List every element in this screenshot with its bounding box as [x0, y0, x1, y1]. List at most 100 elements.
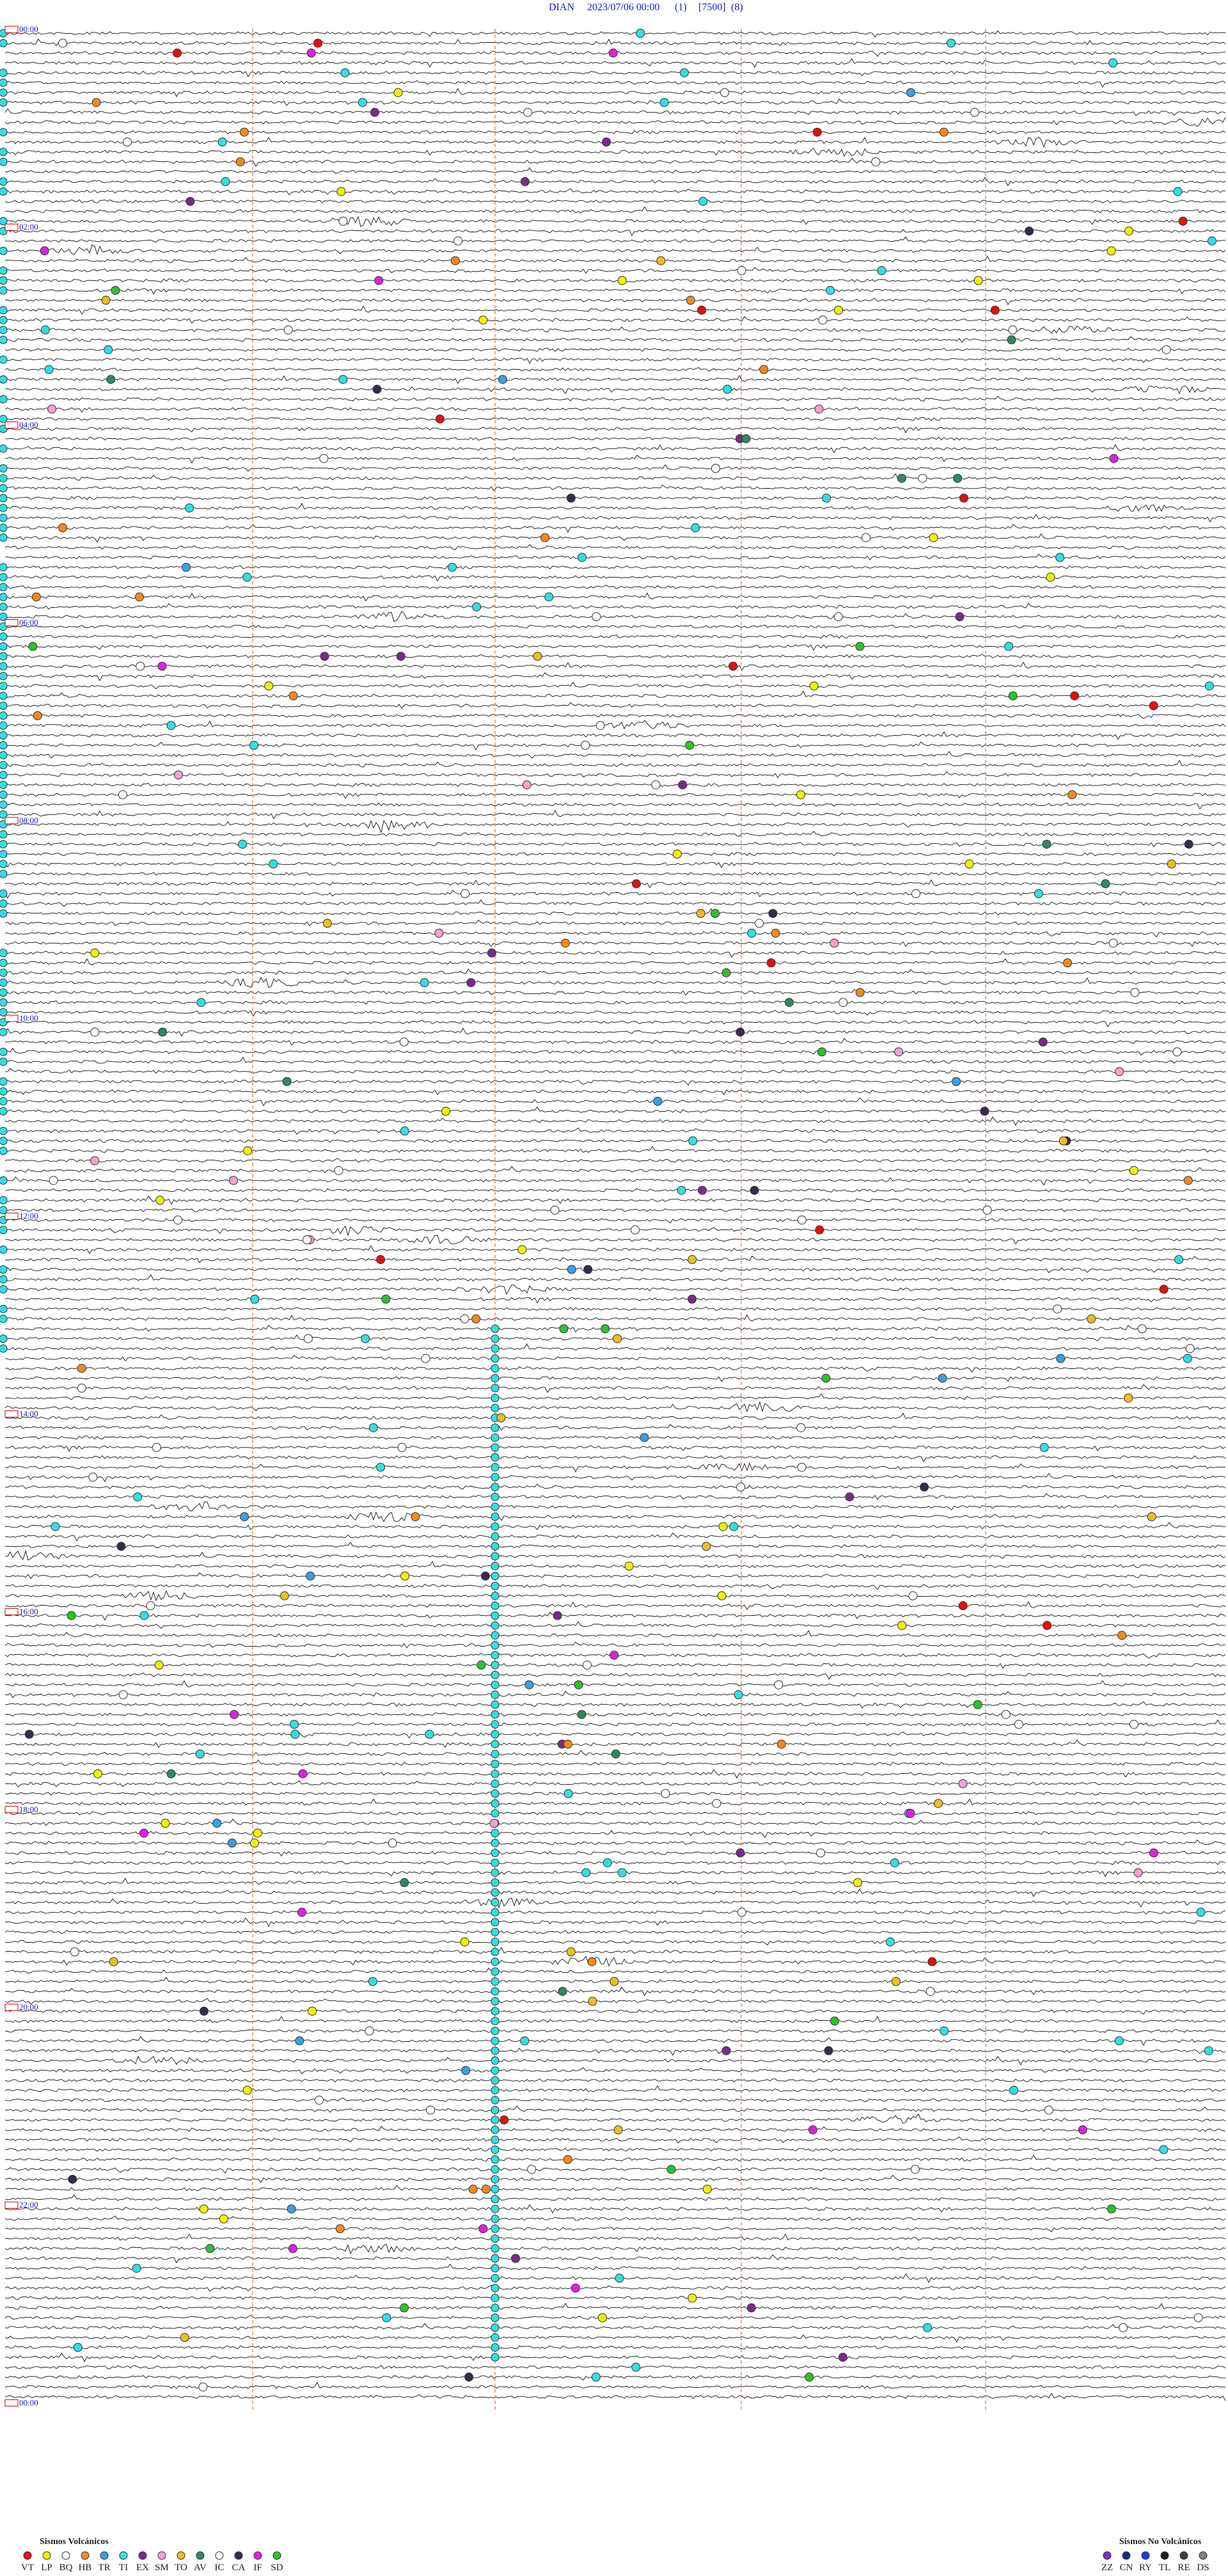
marker: [1055, 553, 1065, 562]
marker: [491, 1740, 500, 1749]
marker: [0, 711, 8, 720]
marker: [746, 2303, 756, 2312]
marker: [0, 38, 8, 47]
marker: [269, 859, 278, 869]
trace: [4, 267, 1226, 274]
trace: [4, 2097, 1226, 2103]
marker: [527, 2165, 537, 2174]
trace: [4, 117, 1226, 127]
marker: [152, 1442, 161, 1452]
legend-swatch: [81, 2551, 90, 2560]
trace: [5, 147, 1226, 157]
marker: [376, 1462, 386, 1472]
marker: [426, 2105, 436, 2115]
marker: [566, 1947, 576, 1957]
marker: [938, 1373, 947, 1383]
marker: [610, 1650, 619, 1660]
marker: [601, 1324, 610, 1334]
marker: [133, 1492, 143, 1502]
marker: [0, 652, 8, 661]
trace: [4, 919, 1226, 927]
marker: [250, 1294, 260, 1304]
trace: [4, 1930, 1226, 1934]
trace: [4, 792, 1226, 800]
trace: [4, 871, 1226, 876]
trace: [4, 1284, 1226, 1295]
marker: [1106, 2204, 1116, 2214]
trace: [4, 98, 1226, 106]
trace: [4, 436, 1226, 441]
trace: [4, 1166, 1226, 1173]
time-label: 02:00: [19, 222, 38, 232]
marker: [0, 1315, 8, 1324]
time-box: [4, 817, 19, 825]
marker: [808, 2125, 817, 2135]
marker: [922, 2323, 932, 2332]
marker: [491, 2234, 500, 2243]
marker: [602, 1858, 612, 1868]
marker: [58, 523, 68, 532]
marker: [111, 285, 120, 295]
marker: [219, 2214, 228, 2224]
trace: [4, 681, 1226, 690]
time-label: 16:00: [19, 1607, 38, 1616]
marker: [157, 661, 167, 671]
marker: [0, 88, 8, 97]
trace: [4, 1056, 1226, 1064]
trace: [4, 416, 1226, 422]
marker: [322, 919, 332, 928]
marker: [1173, 187, 1183, 196]
marker: [0, 326, 8, 335]
trace: [4, 38, 1226, 47]
marker: [0, 1008, 8, 1017]
marker: [70, 1947, 79, 1957]
marker: [0, 187, 8, 196]
marker: [161, 1819, 170, 1828]
trace: [4, 1986, 1226, 1996]
trace: [4, 654, 1226, 658]
marker: [1133, 1868, 1143, 1877]
marker: [698, 1185, 707, 1195]
trace: [4, 2016, 1226, 2023]
trace: [4, 1445, 1226, 1452]
time-box: [4, 2201, 19, 2209]
marker: [199, 2204, 209, 2214]
time-box: [4, 1410, 19, 1418]
marker: [597, 2313, 607, 2323]
trace: [4, 1769, 1226, 1779]
marker: [315, 2096, 324, 2105]
trace: [4, 188, 1226, 196]
trace: [4, 2263, 1226, 2270]
marker: [578, 553, 587, 562]
marker: [491, 1967, 500, 1976]
marker: [173, 770, 183, 780]
marker: [90, 1027, 100, 1037]
marker: [685, 741, 695, 750]
legend-swatch: [119, 2551, 128, 2560]
marker: [235, 157, 245, 166]
marker: [1108, 938, 1118, 948]
marker: [0, 1284, 8, 1293]
marker: [491, 2115, 500, 2124]
legend-code: CA: [232, 2563, 246, 2573]
time-label: 20:00: [19, 2002, 38, 2012]
marker: [0, 266, 8, 275]
time-box: [4, 421, 19, 429]
marker: [491, 1592, 500, 1600]
trace: [4, 1839, 1226, 1845]
trace: [4, 1473, 1226, 1483]
legend-code: VT: [21, 2563, 34, 2573]
marker: [574, 1680, 583, 1689]
marker: [688, 2293, 697, 2303]
marker: [400, 2303, 409, 2312]
marker: [712, 1799, 721, 1808]
trace: [4, 1968, 1226, 1974]
marker: [491, 1384, 500, 1393]
trace: [4, 167, 1226, 174]
marker: [721, 2046, 731, 2055]
trace: [4, 2375, 1226, 2381]
trace: [4, 514, 1226, 523]
trace: [4, 1522, 1226, 1531]
marker: [361, 1334, 370, 1343]
marker: [540, 533, 550, 542]
